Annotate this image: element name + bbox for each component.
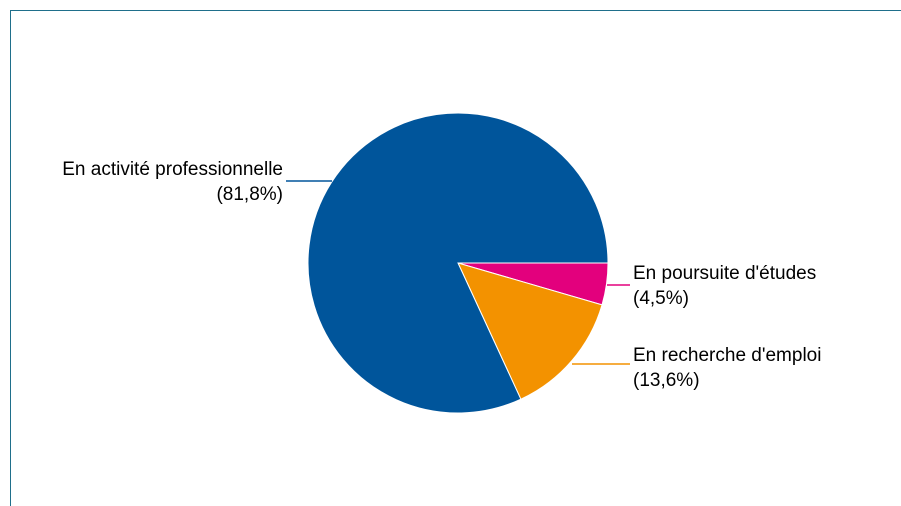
pie-slice-activite [307, 112, 609, 414]
pie-slices [307, 112, 609, 414]
slice-label-text: En recherche d'emploi [633, 345, 821, 366]
leader-lines [286, 180, 630, 365]
slice-value-label: (81,8%) [216, 184, 283, 205]
slice-value-label: (4,5%) [633, 288, 689, 309]
slice-label-text: En poursuite d'études [633, 263, 816, 284]
slice-value-label: (13,6%) [633, 370, 700, 391]
slice-label-activite: En activité professionnelle (81,8%) [62, 159, 283, 205]
slice-label-poursuite: En poursuite d'études (4,5%) [633, 263, 816, 309]
slice-label-text: En activité professionnelle [62, 159, 283, 180]
pie-slice-recherche [457, 262, 603, 400]
slice-label-recherche: En recherche d'emploi (13,6%) [633, 345, 821, 391]
